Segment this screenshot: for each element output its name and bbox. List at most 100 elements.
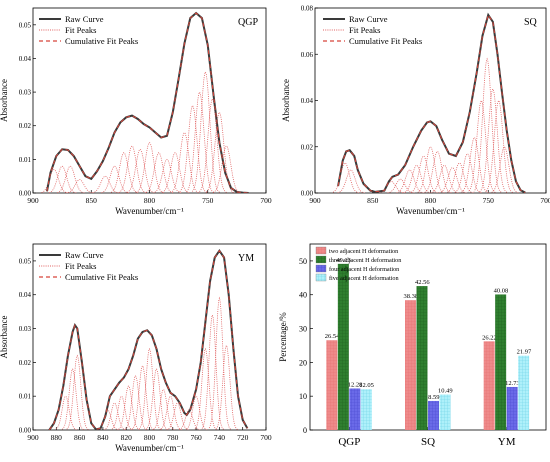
bar [483,341,495,430]
fit-peak [161,152,190,193]
fit-peak [396,169,424,193]
y-tick-label: 20 [299,358,307,367]
x-tick-label: 900 [27,196,39,205]
y-tick-label: 0.04 [19,291,32,299]
bar-value-label: 38.38 [403,293,418,300]
x-tick-label: 860 [74,433,86,442]
fit-peak [387,178,415,193]
x-tick-label: 820 [121,433,133,442]
legend-label: Cumulative Fit Peaks [65,272,138,282]
fit-peak [66,354,89,430]
legend-label: Raw Curve [349,14,388,24]
plot-area [48,248,249,430]
legend-swatch [315,264,327,273]
bar [326,340,338,430]
fit-peak [152,388,175,430]
bar-value-label: 21.97 [517,349,532,356]
fit-peak [126,148,155,193]
legend-label: two adjacent H deformation [329,248,398,255]
y-tick-label: 0.00 [301,190,314,198]
x-tick-label: 850 [86,196,98,205]
panel-tag: QGP [238,17,258,28]
fit-peak [159,395,182,430]
legend-swatch [315,255,327,264]
x-axis-label: Wavenumber/cm⁻¹ [115,443,184,453]
y-tick-label: 0.08 [301,5,314,13]
x-tick-label: 800 [144,433,156,442]
fit-peak [212,145,241,193]
panel-percentage-bars: 0 10 20 30 40 50 Percentage/% QGP 26.54 49.13 12.2… [278,243,547,448]
fit-peak [431,164,459,193]
fit-peak [446,162,474,193]
fit-peak [491,146,519,193]
fit-peak [179,104,207,193]
x-tick-label: 750 [483,196,495,205]
x-tick-label: SQ [421,436,435,448]
y-tick-label: 0.00 [19,427,32,435]
bar-value-label: 10.49 [438,388,453,395]
legend-label: Fit Peaks [65,261,96,271]
fit-peak [136,141,164,193]
bar [360,389,372,430]
y-tick-label: 50 [299,257,307,266]
fit-peak [378,181,406,193]
fit-peak [403,164,431,193]
fit-peak [117,385,140,430]
legend-label: Cumulative Fit Peaks [349,36,422,46]
y-tick-label: 0.04 [19,55,32,63]
bar [495,294,507,430]
fit-peak [467,99,496,193]
fit-peak [101,165,129,193]
fit-peak [91,175,120,193]
x-tick-label: 840 [97,433,109,442]
y-tick-label: 0.00 [19,190,32,198]
fit-peak [54,395,77,430]
legend-label: Fit Peaks [349,25,380,35]
legend-label: five adjacent H deformation [329,275,399,282]
x-tick-label: 800 [425,196,437,205]
fit-peak [103,402,126,430]
fit-peak [185,395,208,430]
fit-peak [186,91,214,193]
x-axis-label: Wavenumber/cm⁻¹ [396,206,465,216]
x-tick-label: 740 [214,433,226,442]
x-tick-label: 850 [367,196,379,205]
cumulative-fit-line [46,12,249,193]
fit-peak [201,313,224,430]
fit-peak [178,409,201,430]
y-tick-label: 0.05 [19,21,32,29]
bar [416,286,428,430]
fit-peak [424,150,452,193]
bar [506,386,518,430]
fit-peak [479,87,508,193]
panel-qgp: 900 850 800 750 700 0.00 0.01 0.02 0.03 0.04 0.05 W… [0,7,272,216]
y-tick-label: 0.02 [19,122,32,130]
bar-value-label: 12.28 [348,381,363,388]
y-axis-label: Percentage/% [278,312,288,362]
plot-area [40,11,249,193]
y-tick-label: 0 [303,426,307,435]
fit-peak [110,395,133,430]
fit-peak [145,368,168,430]
bar [337,263,349,430]
legend-label: four adjacent H deformation [329,266,399,273]
fit-peak [194,347,217,430]
fit-peak [337,169,365,193]
y-tick-label: 0.06 [301,51,314,59]
y-tick-label: 0.01 [19,156,32,164]
fit-peak [208,296,231,430]
fit-peak [454,153,482,193]
fit-peak [170,131,199,193]
x-tick-label: 720 [237,433,249,442]
x-tick-label: 780 [167,433,179,442]
bar [439,394,451,430]
y-tick-label: 0.03 [19,89,32,97]
plot-area [331,12,526,193]
fit-peak [138,347,161,430]
x-tick-label: 880 [51,433,63,442]
fit-peak [198,97,227,193]
fit-peak [461,136,489,193]
x-tick-label: 700 [260,196,272,205]
y-tick-label: 0.02 [301,143,314,151]
fit-peak [40,168,69,193]
